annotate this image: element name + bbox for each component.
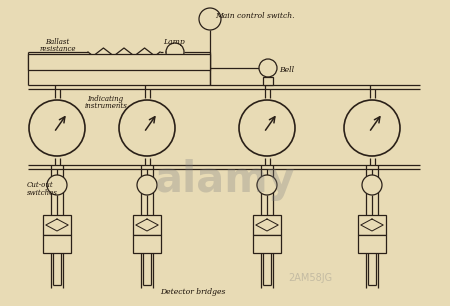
Circle shape — [29, 100, 85, 156]
Circle shape — [259, 59, 277, 77]
Bar — [28, 54, 210, 70]
Bar — [253, 235, 281, 253]
Text: switches: switches — [27, 189, 58, 197]
Bar — [263, 77, 273, 85]
Circle shape — [344, 100, 400, 156]
Text: instruments: instruments — [85, 102, 128, 110]
Text: Indicating: Indicating — [87, 95, 123, 103]
Bar — [43, 235, 71, 253]
Bar — [133, 215, 161, 235]
Circle shape — [199, 8, 221, 30]
Bar — [43, 215, 71, 235]
Text: Bell: Bell — [279, 66, 294, 74]
Text: Ballast: Ballast — [45, 38, 69, 46]
Bar — [133, 235, 161, 253]
Circle shape — [239, 100, 295, 156]
Text: Main control switch.: Main control switch. — [215, 12, 294, 20]
Text: Cut-out: Cut-out — [27, 181, 54, 189]
Bar — [253, 215, 281, 235]
Text: resistance: resistance — [40, 45, 76, 53]
Text: Lamp: Lamp — [163, 38, 185, 46]
Text: alamy: alamy — [155, 159, 295, 201]
Circle shape — [166, 43, 184, 61]
Circle shape — [47, 175, 67, 195]
Bar — [358, 235, 386, 253]
Circle shape — [137, 175, 157, 195]
Bar — [358, 215, 386, 235]
Circle shape — [257, 175, 277, 195]
Circle shape — [362, 175, 382, 195]
Text: Detector bridges: Detector bridges — [160, 288, 225, 296]
Text: 2AM58JG: 2AM58JG — [288, 273, 332, 283]
Circle shape — [119, 100, 175, 156]
